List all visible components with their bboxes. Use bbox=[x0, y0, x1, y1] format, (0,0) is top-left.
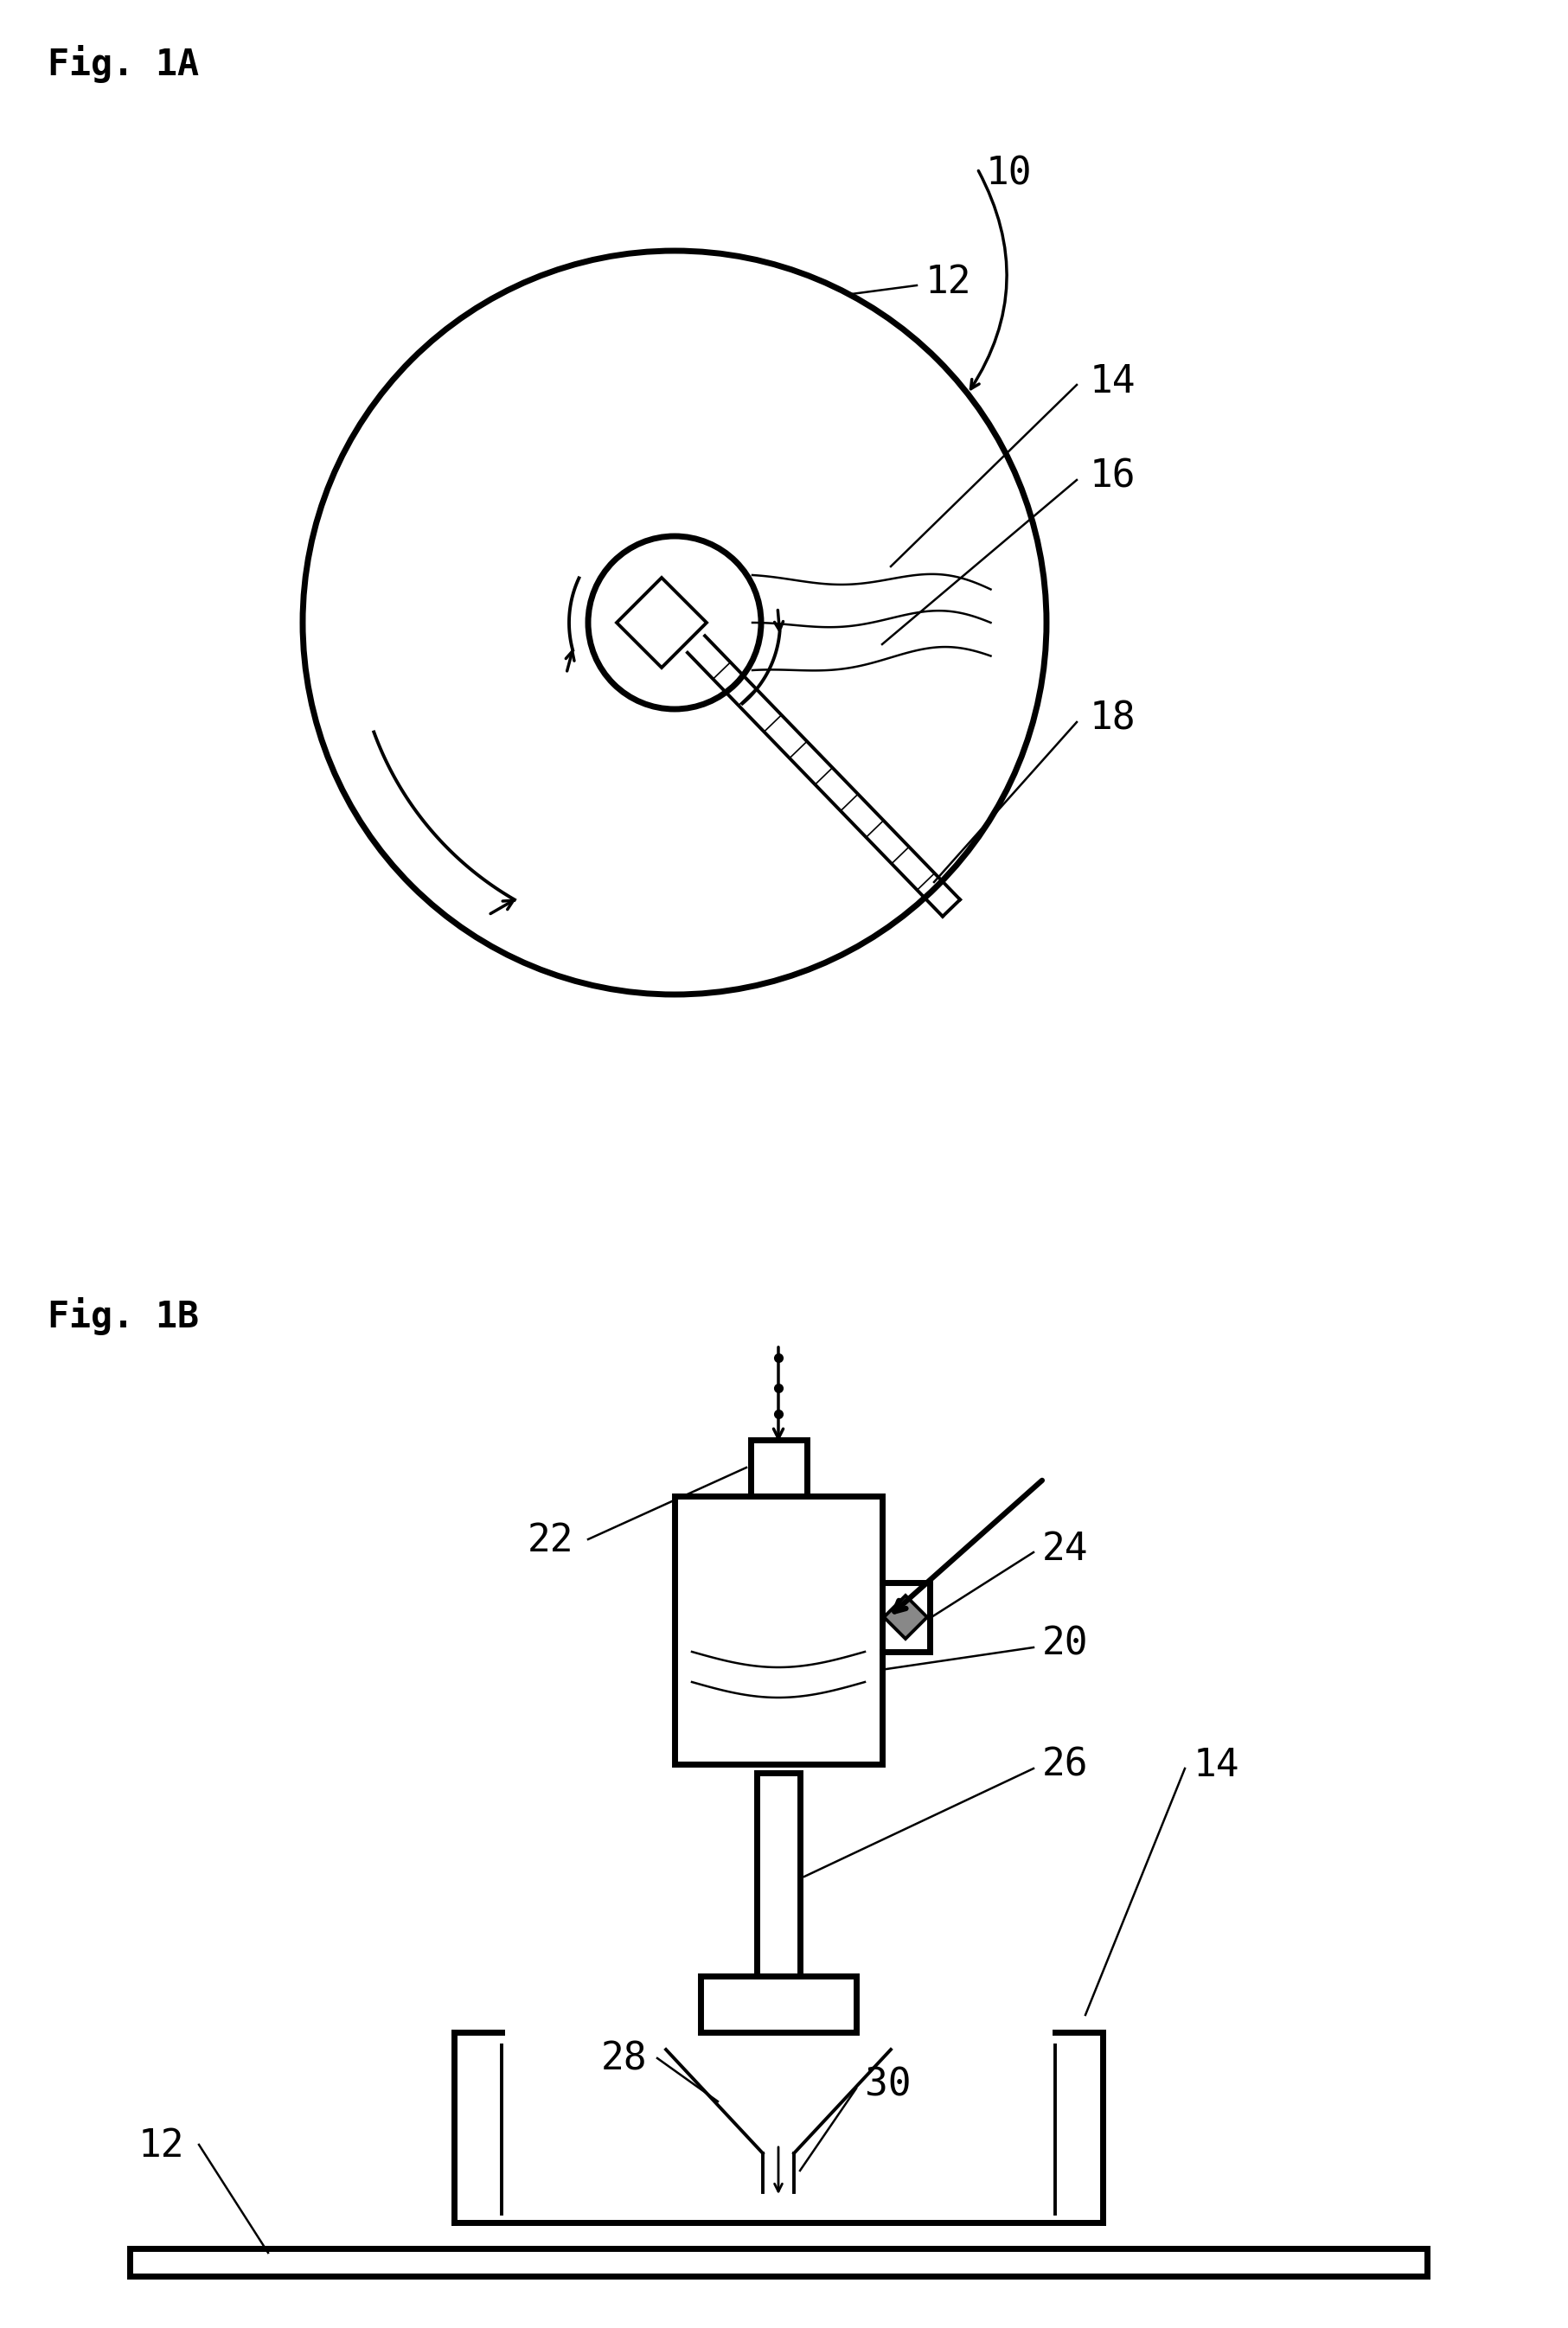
Text: 14: 14 bbox=[1193, 1746, 1240, 1783]
Bar bbox=[674, 1497, 883, 1765]
Text: 24: 24 bbox=[1043, 1532, 1088, 1567]
Bar bbox=[130, 2249, 1427, 2277]
Text: 14: 14 bbox=[1090, 363, 1135, 400]
Text: 20: 20 bbox=[1043, 1625, 1088, 1662]
Text: 10: 10 bbox=[986, 156, 1032, 193]
Text: 12: 12 bbox=[925, 263, 972, 300]
Text: 18: 18 bbox=[1090, 701, 1135, 738]
Text: Fig. 1A: Fig. 1A bbox=[47, 44, 199, 84]
Text: 26: 26 bbox=[1043, 1746, 1088, 1783]
Text: 30: 30 bbox=[866, 2067, 911, 2105]
Text: Fig. 1B: Fig. 1B bbox=[47, 1297, 199, 1336]
Text: 16: 16 bbox=[1090, 459, 1135, 496]
Bar bbox=[757, 1774, 800, 1976]
Bar bbox=[751, 1439, 808, 1497]
Bar bbox=[701, 1976, 856, 2032]
Text: 22: 22 bbox=[527, 1523, 574, 1560]
Polygon shape bbox=[884, 1595, 927, 1639]
Text: 12: 12 bbox=[138, 2128, 185, 2165]
Text: 28: 28 bbox=[601, 2042, 648, 2079]
